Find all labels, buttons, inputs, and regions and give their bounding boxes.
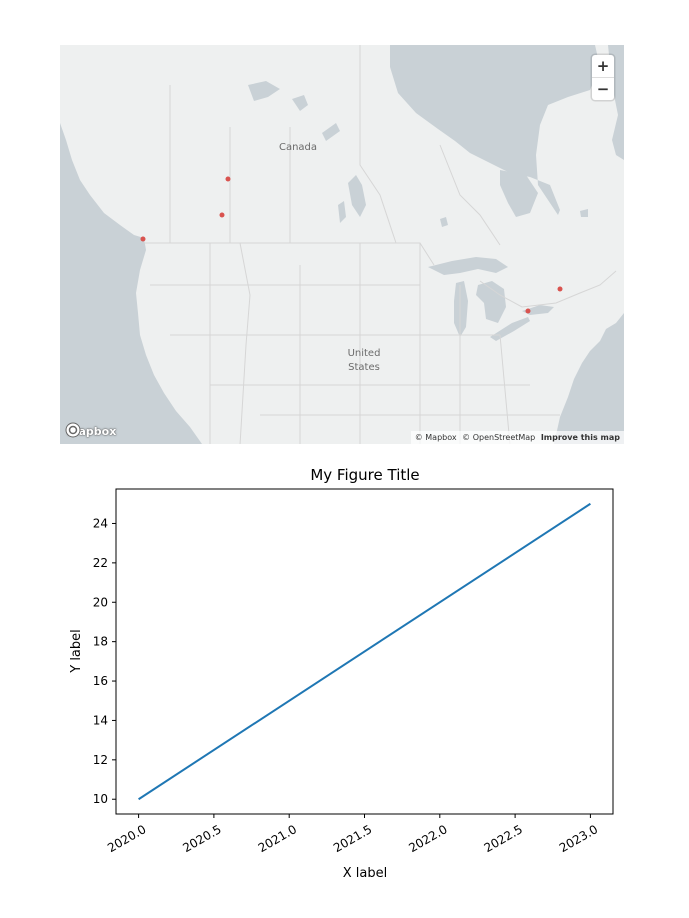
y-tick-label: 22 [93,556,108,570]
zoom-control: + − [592,55,614,100]
x-axis-ticks: 2020.0 2020.5 2021.0 2021.5 2022.0 2022.5 2023… [105,814,600,855]
y-tick-label: 20 [93,595,108,609]
x-tick-label: 2020.5 [180,822,223,855]
x-tick-label: 2021.5 [331,822,374,855]
map-label-united-states-line1: United [347,348,381,359]
attribution-mapbox-link[interactable]: © Mapbox [414,433,457,442]
mapbox-logo[interactable]: mapbox [65,422,116,440]
y-tick-label: 10 [93,792,108,806]
x-tick-label: 2023.0 [557,822,600,855]
lake-saint-jean [580,209,588,217]
y-tick-label: 16 [93,674,108,688]
x-tick-label: 2022.5 [482,822,525,855]
x-tick-label: 2020.0 [105,822,148,855]
great-slave-lake [292,95,308,111]
zoom-in-button[interactable]: + [596,57,610,75]
map-marker[interactable] [219,212,225,218]
series-line [138,502,591,801]
lake-athabasca [322,123,340,141]
y-axis-label: Y label [69,629,84,674]
map-label-united-states-line2: States [348,362,380,373]
map-marker[interactable] [225,176,231,182]
y-tick-label: 14 [93,713,108,727]
map-marker[interactable] [557,286,563,292]
lake-nipigon [440,217,448,227]
map-marker[interactable] [525,308,531,314]
lake-huron [476,281,506,323]
x-tick-label: 2022.0 [406,822,449,855]
improve-map-link[interactable]: Improve this map [540,433,620,442]
map-label-united-states: United States [336,347,392,375]
zoom-out-button[interactable]: − [592,77,614,100]
lake-winnipeg [348,175,366,217]
mapbox-logo-icon [65,422,81,438]
map-marker[interactable] [140,236,146,242]
map-canvas[interactable] [60,45,624,444]
y-tick-label: 18 [93,635,108,649]
atlantic-ocean [554,313,624,444]
line-chart: My Figure Title 2020.0 2020.5 2021.0 2021.5… [69,466,614,881]
map-label-canada: Canada [278,142,318,153]
hudson-bay [390,45,600,215]
x-tick-label: 2021.0 [256,822,299,855]
map-borders [144,45,617,444]
james-bay [500,170,538,217]
map-markers[interactable] [140,176,563,314]
y-tick-label: 12 [93,753,108,767]
pacific-ocean [60,123,202,444]
x-axis-label: X label [343,866,387,881]
lake-manitoba [338,201,346,223]
attribution-osm-link[interactable]: © OpenStreetMap [462,433,536,442]
y-axis-ticks: 10 12 14 16 18 20 22 24 [93,516,116,806]
chart-title: My Figure Title [310,466,419,484]
lake-superior [428,257,508,275]
y-tick-label: 24 [93,516,108,530]
map-view[interactable]: Canada United States + − mapbox © Mapbox… [60,45,624,444]
great-bear-lake [248,81,280,101]
map-attribution: © Mapbox © OpenStreetMap Improve this ma… [410,431,624,444]
lake-michigan [454,281,468,337]
